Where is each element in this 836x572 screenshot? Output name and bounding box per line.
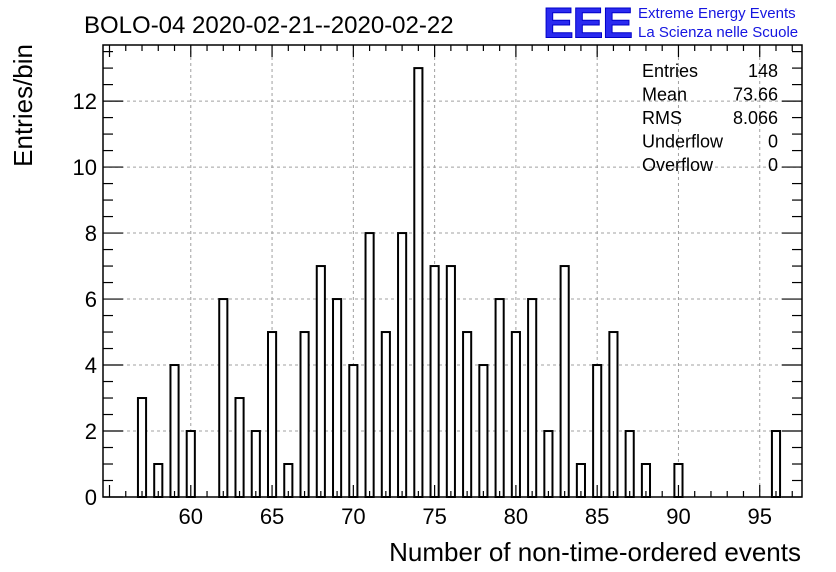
logo-text: Extreme Energy Events La Scienza nelle S…	[638, 4, 798, 42]
y-tick-label: 6	[85, 287, 97, 312]
x-tick-label: 85	[585, 504, 609, 529]
histogram-bar	[218, 298, 229, 498]
chart-title: BOLO-04 2020-02-21--2020-02-22	[84, 12, 454, 39]
histogram-bar	[413, 67, 424, 499]
histogram-bar	[429, 265, 440, 498]
x-tick-label: 90	[666, 504, 690, 529]
y-tick-label: 10	[73, 155, 97, 180]
stats-value: 0	[768, 132, 778, 152]
x-tick-label: 75	[422, 504, 446, 529]
histogram-bar	[527, 298, 538, 498]
stats-label: Entries	[642, 61, 698, 81]
x-tick-label: 65	[260, 504, 284, 529]
histogram-bar	[624, 430, 635, 498]
stats-value: 8.066	[733, 108, 778, 128]
histogram-bar	[380, 331, 391, 498]
histogram-bar	[266, 331, 278, 498]
histogram-bar	[234, 397, 245, 499]
eee-logo: EEE Extreme Energy Events La Scienza nel…	[542, 0, 798, 47]
stats-label: Underflow	[642, 132, 724, 152]
x-tick-label: 95	[747, 504, 771, 529]
x-tick-label: 70	[341, 504, 365, 529]
y-axis-label: Entries/bin	[8, 44, 38, 167]
histogram-bar	[592, 364, 603, 499]
logo-line-1: Extreme Energy Events	[638, 5, 796, 22]
stats-label: RMS	[642, 108, 682, 128]
histogram-bar	[559, 265, 570, 498]
histogram-bar	[136, 397, 148, 499]
y-tick-label: 8	[85, 221, 97, 246]
histogram-bar	[462, 331, 473, 498]
histogram-bar	[169, 364, 180, 499]
histogram-bar	[364, 232, 375, 499]
histogram-bar	[445, 265, 456, 498]
x-tick-label: 80	[504, 504, 528, 529]
x-tick-label: 60	[179, 504, 203, 529]
histogram-bar	[332, 298, 343, 498]
histogram-bar	[299, 331, 310, 498]
stats-value: 0	[768, 155, 778, 175]
stats-label: Mean	[642, 85, 687, 105]
y-tick-label: 2	[85, 419, 97, 444]
y-tick-label: 0	[85, 485, 97, 510]
stats-value: 73.66	[733, 85, 778, 105]
x-axis-label: Number of non-time-ordered events	[389, 537, 801, 567]
stats-box: Entries 148 Mean 73.66 RMS 8.066 Underflow 0 Ove…	[642, 61, 778, 175]
histogram-bar	[250, 430, 261, 498]
histogram-bar	[543, 430, 554, 498]
y-tick-label: 4	[85, 353, 97, 378]
stats-label: Overflow	[642, 155, 714, 175]
y-tick-label: 12	[73, 89, 97, 114]
plot-frame	[102, 44, 803, 498]
y-axis-ticks: 0 2 4 6 8 10 12	[73, 50, 802, 510]
stats-value: 148	[748, 61, 778, 81]
logo-line-2: La Scienza nelle Scuole	[638, 24, 799, 41]
histogram-bar	[397, 232, 408, 499]
histogram-bar	[494, 298, 505, 498]
x-axis-ticks: 60 65 70 75 80 85 90 95	[108, 45, 793, 529]
histogram-bar	[608, 331, 619, 498]
histogram-bar	[510, 331, 521, 498]
histogram-bar	[478, 364, 489, 499]
histogram-bar	[315, 265, 326, 498]
logo-mark: EEE	[542, 0, 633, 47]
histogram-bar	[770, 430, 782, 498]
histogram-bar	[348, 364, 359, 499]
